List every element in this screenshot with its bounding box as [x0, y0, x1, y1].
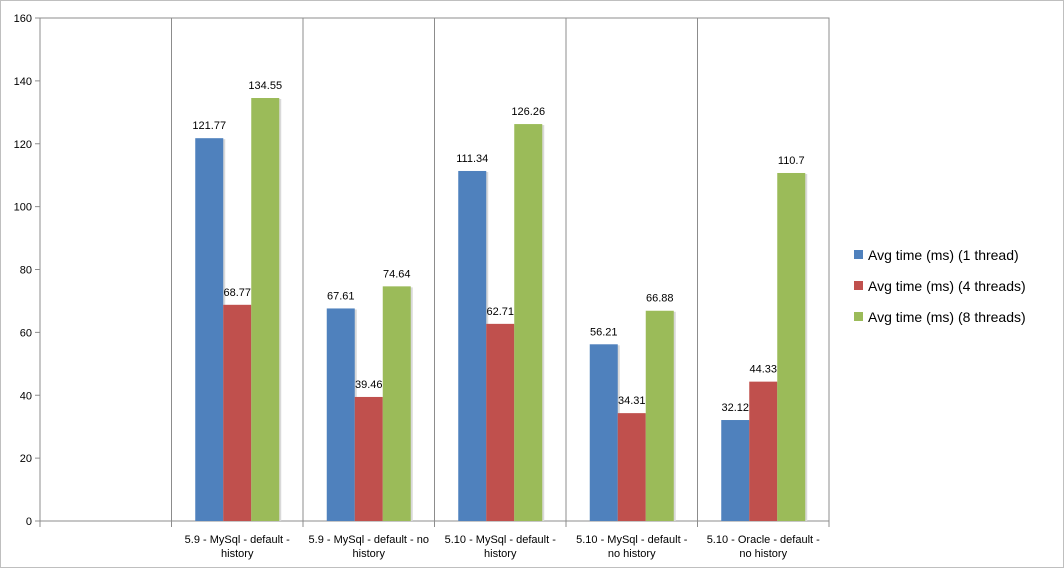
- bar: [354, 396, 383, 521]
- y-tick-labels: 0 20 40 60 80 100 120 140 160: [14, 13, 32, 528]
- legend-label: Avg time (ms) (8 threads): [868, 309, 1026, 325]
- category-label: 5.10 - MySql - default -: [445, 534, 557, 546]
- bar: [589, 344, 618, 521]
- data-label: 56.21: [590, 326, 618, 338]
- data-label: 67.61: [327, 290, 355, 302]
- data-label: 134.55: [248, 80, 282, 92]
- bar: [486, 323, 515, 521]
- bar: [617, 413, 646, 521]
- data-label: 74.64: [383, 268, 411, 280]
- bar: [645, 310, 674, 521]
- legend-label: Avg time (ms) (4 threads): [868, 278, 1026, 294]
- bar: [223, 304, 252, 521]
- data-label: 39.46: [355, 379, 383, 391]
- legend: Avg time (ms) (1 thread) Avg time (ms) (4…: [854, 247, 1026, 325]
- data-label: 121.77: [192, 120, 226, 132]
- category-label: history: [484, 548, 517, 560]
- bars: [195, 98, 808, 522]
- data-label: 111.34: [456, 153, 488, 165]
- category-label: no history: [739, 548, 787, 560]
- data-label: 66.88: [646, 293, 674, 305]
- data-label: 44.33: [749, 364, 777, 376]
- legend-swatch: [854, 281, 863, 290]
- data-label: 68.77: [223, 287, 251, 299]
- category-label: 5.9 - MySql - default -: [185, 534, 290, 546]
- y-tick-label: 100: [14, 202, 32, 214]
- y-tick-label: 160: [14, 13, 32, 25]
- category-label: 5.10 - Oracle - default -: [707, 534, 820, 546]
- category-label: 5.10 - MySql - default -: [576, 534, 688, 546]
- bar: [195, 138, 224, 522]
- legend-label: Avg time (ms) (1 thread): [868, 247, 1019, 263]
- category-label: history: [221, 548, 254, 560]
- bar: [251, 98, 280, 522]
- y-tick-label: 60: [20, 327, 32, 339]
- y-tick-label: 40: [20, 390, 32, 402]
- data-label: 126.26: [511, 106, 545, 118]
- y-tick-label: 120: [14, 139, 32, 151]
- bar: [749, 381, 778, 521]
- category-label: 5.9 - MySql - default - no: [309, 534, 429, 546]
- bar: [721, 420, 750, 521]
- bar: [777, 172, 806, 521]
- bar: [326, 308, 355, 521]
- data-label: 62.71: [486, 306, 514, 318]
- y-tick-label: 140: [14, 76, 32, 88]
- data-label: 110.7: [778, 155, 805, 167]
- category-label: no history: [608, 548, 656, 560]
- data-label: 34.31: [618, 395, 646, 407]
- bar: [458, 170, 487, 522]
- category-labels: 5.9 - MySql - default - history 5.9 - MySq…: [185, 534, 820, 560]
- y-tick-label: 0: [26, 516, 32, 528]
- grid-lines: [39, 18, 830, 527]
- data-label: 32.12: [721, 402, 749, 414]
- bar: [514, 124, 543, 521]
- legend-swatch: [854, 250, 863, 259]
- y-tick-label: 80: [20, 265, 32, 277]
- category-label: history: [353, 548, 386, 560]
- axes: [35, 17, 830, 522]
- data-labels: 121.77 68.77 134.55 67.61 39.46 74.64 111.34 62…: [192, 80, 804, 414]
- legend-swatch: [854, 312, 863, 321]
- bar: [382, 286, 411, 521]
- y-tick-label: 20: [20, 453, 32, 465]
